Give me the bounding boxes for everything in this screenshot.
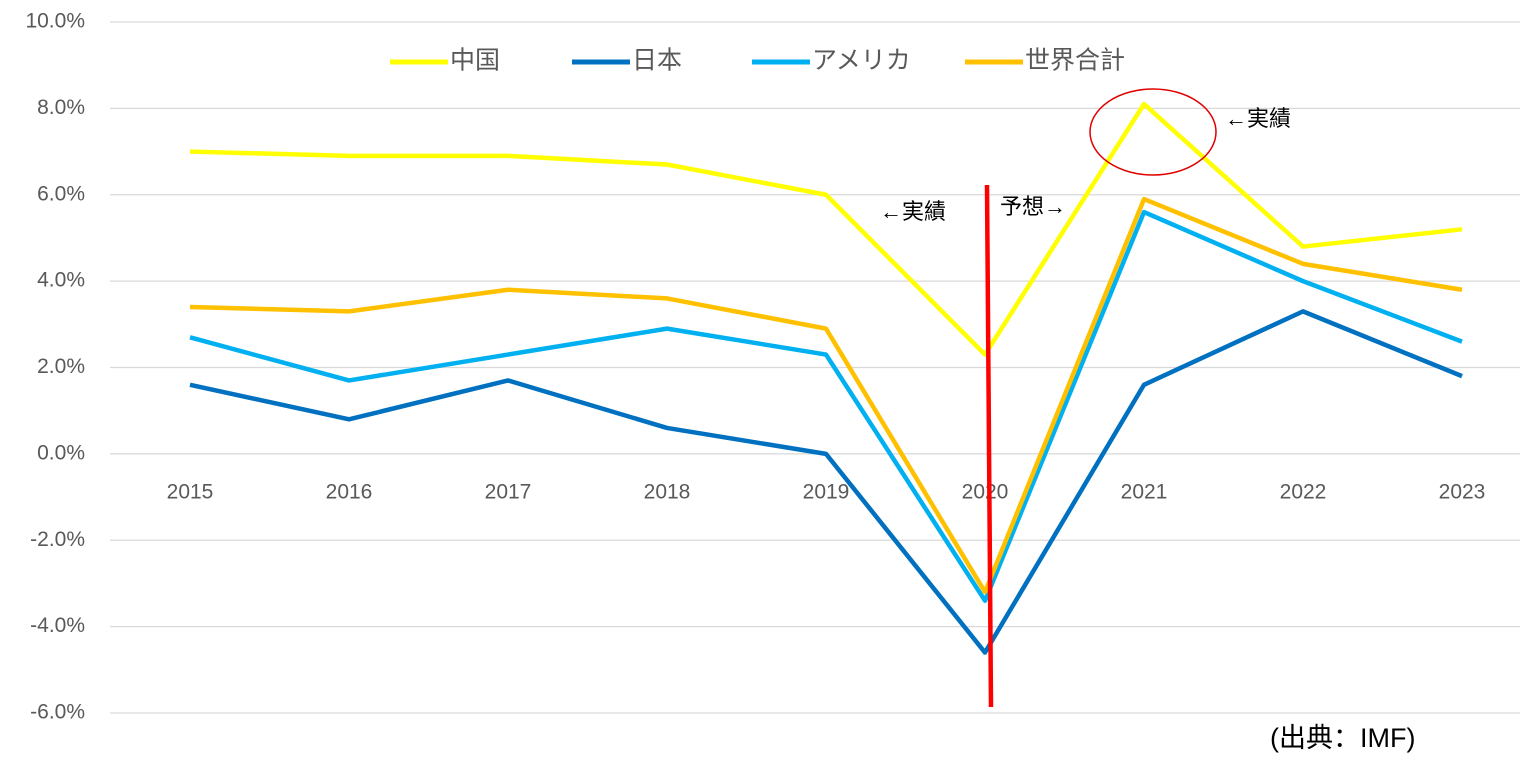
- x-tick-label: 2017: [485, 480, 532, 503]
- annotation: ←実績: [880, 199, 946, 224]
- x-tick-label: 2020: [962, 480, 1009, 503]
- series-line: [189, 209, 1463, 603]
- y-tick-label: 8.0%: [37, 96, 85, 119]
- series-line: [189, 101, 1463, 357]
- series-line: [189, 309, 1463, 655]
- series-line: [189, 196, 1463, 595]
- y-tick-label: 6.0%: [37, 182, 85, 205]
- y-tick-label: -2.0%: [30, 528, 85, 551]
- legend-label: 世界合計: [1025, 47, 1125, 75]
- plot: -6.0% -4.0% -2.0% 0.0% 2.0% 4.0% 6.0% 8.0% 10.0%…: [25, 10, 1520, 724]
- highlight-ellipse: [1089, 88, 1217, 176]
- y-tick-label: -4.0%: [30, 614, 85, 637]
- x-tick-label: 2022: [1280, 480, 1327, 503]
- source-note: (出典：IMF): [1270, 723, 1415, 753]
- x-tick-label: 2015: [167, 480, 214, 503]
- legend-label: 中国: [450, 47, 500, 75]
- y-tick-label: 2.0%: [37, 355, 85, 378]
- x-tick-label: 2018: [644, 480, 691, 503]
- y-tick-label: 10.0%: [25, 10, 85, 33]
- y-tick-label: -6.0%: [30, 701, 85, 724]
- x-tick-label: 2016: [326, 480, 373, 503]
- annotation: 予想→: [1000, 194, 1066, 219]
- x-tick-label: 2021: [1121, 480, 1168, 503]
- x-tick-label: 2023: [1439, 480, 1486, 503]
- annotation: ←実績: [1225, 106, 1291, 131]
- y-tick-label: 0.0%: [37, 441, 85, 464]
- legend-label: アメリカ: [812, 47, 911, 75]
- y-tick-label: 4.0%: [37, 269, 85, 292]
- legend-label: 日本: [632, 47, 682, 75]
- x-tick-label: 2019: [803, 480, 850, 503]
- divider-line: [984, 184, 994, 708]
